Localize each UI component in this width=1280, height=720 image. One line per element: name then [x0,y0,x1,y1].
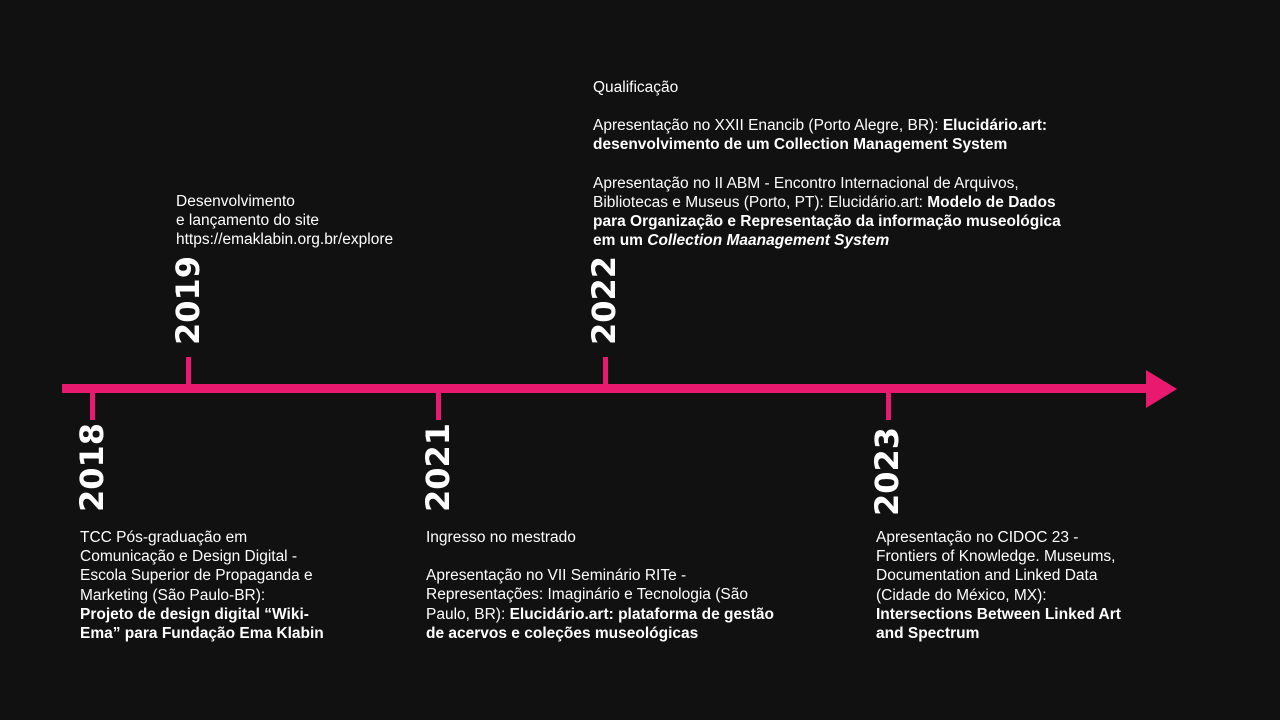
timeline-axis [62,384,1154,393]
event-title: and Spectrum [876,625,980,643]
event-title-italic: Collection Maanagement System [647,232,890,250]
event-title: Modelo de Dados [927,193,1056,211]
tick-2019 [186,357,191,387]
event-2021-ingresso: Ingresso no mestrado [426,529,576,546]
event-2018: TCC Pós-graduação em Comunicação e Desig… [80,528,380,643]
event-title: Ema” para Fundação Ema Klabin [80,625,324,643]
event-2019: Desenvolvimento e lançamento do site htt… [176,192,476,250]
event-title: Projeto de design digital “Wiki- [80,605,309,623]
event-text: TCC Pós-graduação em [80,529,248,546]
event-2022-enancib: Apresentação no XXII Enancib (Porto Aleg… [593,116,1153,154]
event-title: Intersections Between Linked Art [876,605,1121,623]
tick-2018 [90,390,95,420]
event-2021-rite: Apresentação no VII Seminário RITe - Rep… [426,566,846,643]
event-2022-qualificacao: Qualificação [593,79,679,96]
event-2023: Apresentação no CIDOC 23 - Frontiers of … [876,528,1196,643]
timeline-arrowhead [1146,370,1177,408]
event-text: Apresentação no CIDOC 23 - [876,529,1079,546]
event-text: Marketing (São Paulo-BR): [80,586,266,604]
event-text: (Cidade do México, MX): [876,586,1047,604]
event-text: Representações: Imaginário e Tecnologia … [426,586,748,604]
year-label-2019: 2019 [169,255,207,345]
event-title: Elucidário.art: plataforma de gestão [509,605,774,623]
event-2019-link: https://emaklabin.org.br/explore [176,231,394,249]
tick-2021 [436,390,441,420]
event-2022: Qualificação Apresentação no XXII Enanci… [593,78,1153,250]
tick-2022 [603,357,608,387]
event-title: desenvolvimento de um Collection Managem… [593,136,1008,154]
event-text: Apresentação no XXII Enancib (Porto Aleg… [593,117,943,135]
event-title: Elucidário.art: [942,117,1048,135]
year-label-2022: 2022 [585,255,623,345]
event-text: Paulo, BR): [426,605,510,623]
event-2022-abm: Apresentação no II ABM - Encontro Intern… [593,174,1153,251]
event-text: Apresentação no II ABM - Encontro Intern… [593,174,1019,192]
year-label-2018: 2018 [73,422,111,512]
event-title: em um [593,232,648,250]
year-label-2021: 2021 [419,422,457,512]
event-title: para Organização e Representação da info… [593,213,1061,231]
event-text: Escola Superior de Propaganda e [80,567,313,585]
event-text: Comunicação e Design Digital - [80,548,298,566]
event-text: Documentation and Linked Data [876,567,1098,585]
event-text: Bibliotecas e Museus (Porto, PT): Elucid… [593,193,928,211]
tick-2023 [886,390,891,420]
event-text: Frontiers of Knowledge. Museums, [876,548,1116,566]
year-label-2023: 2023 [868,426,906,516]
event-text: Apresentação no VII Seminário RITe - [426,567,687,585]
event-2021: Ingresso no mestrado Apresentação no VII… [426,528,846,643]
event-title: de acervos e coleções museológicas [426,624,699,642]
event-2019-line: Desenvolvimento [176,193,295,210]
event-2019-line: e lançamento do site [176,212,320,230]
